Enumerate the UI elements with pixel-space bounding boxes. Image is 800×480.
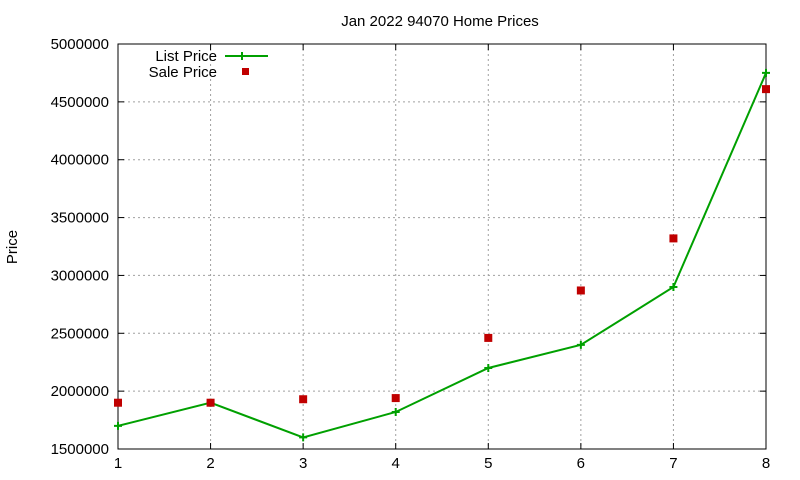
list-price-line	[117, 72, 767, 439]
y-tick-label: 4000000	[51, 152, 109, 169]
x-tick-label: 2	[206, 455, 214, 472]
list-price-point	[669, 283, 678, 291]
x-tick-label: 3	[299, 455, 307, 472]
sale-price-point	[299, 395, 308, 404]
list-price-point	[576, 340, 585, 349]
x-tick-label: 7	[669, 455, 677, 472]
axis-ticks: 1 2 3 4 5 6 7 8 1500000 2000000 2500000 3000000 3500…	[51, 36, 771, 472]
list-price-point	[114, 421, 122, 430]
y-tick-label: 1500000	[51, 441, 109, 458]
grid	[118, 44, 766, 449]
series-group	[114, 68, 770, 442]
x-tick-label: 6	[577, 455, 585, 472]
legend-label-list-price: List Price	[155, 48, 217, 65]
legend: List Price Sale Price	[149, 48, 268, 81]
list-price-point	[299, 433, 308, 442]
legend-label-sale-price: Sale Price	[149, 64, 217, 81]
plot-frame	[117, 43, 767, 450]
chart-title: Jan 2022 94070 Home Prices	[341, 13, 539, 30]
sale-price-point	[576, 286, 585, 295]
sale-price-point	[484, 333, 493, 342]
y-tick-label: 3000000	[51, 267, 109, 284]
y-tick-label: 5000000	[51, 36, 109, 53]
list-price-point	[484, 364, 493, 372]
y-tick-label: 3500000	[51, 210, 109, 227]
y-tick-label: 4500000	[51, 94, 109, 111]
y-axis-label: Price	[4, 230, 21, 264]
list-price-point	[762, 68, 770, 77]
sale-price-point	[762, 85, 770, 94]
x-tick-label: 5	[484, 455, 492, 472]
legend-marker-list-price	[238, 52, 246, 60]
list-price-point	[391, 407, 400, 416]
x-tick-label: 8	[762, 455, 770, 472]
x-tick-label: 1	[114, 455, 122, 472]
sale-price-point	[391, 394, 400, 403]
y-tick-label: 2000000	[51, 383, 109, 400]
sale-price-point	[114, 398, 122, 407]
sale-price-point	[669, 234, 678, 243]
sale-price-point	[206, 398, 215, 407]
legend-marker-sale-price	[242, 68, 249, 75]
x-tick-label: 4	[392, 455, 400, 472]
y-tick-label: 2500000	[51, 325, 109, 342]
